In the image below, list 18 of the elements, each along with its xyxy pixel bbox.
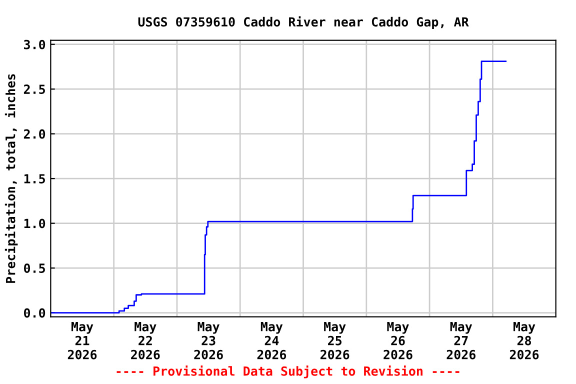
y-tick-label: 2.5: [24, 84, 45, 94]
y-tick-label: 1.5: [24, 174, 45, 184]
y-tick-label: 0.5: [24, 264, 45, 273]
y-tick-label: 3.0: [24, 40, 46, 50]
x-tick-label: May 28 2026: [510, 322, 539, 360]
x-tick-label: May 27 2026: [446, 322, 476, 360]
y-tick-label: 1.0: [24, 218, 46, 228]
text: ---- Provisional Data Subject to Revision ----: [116, 365, 460, 378]
y-tick-label: 2.0: [24, 129, 46, 139]
x-tick-label: May 26 2026: [384, 322, 412, 360]
x-tick-label: May 23 2026: [194, 322, 223, 360]
x-tick-label: May 24 2026: [257, 322, 286, 360]
y-tick-label: 0.0: [24, 308, 46, 318]
chart-title: USGS 07359610 Caddo River near Caddo Gap, AR: [138, 16, 469, 30]
y-axis-title: Precipitation, total, inches: [4, 74, 18, 283]
x-tick-label: May 22 2026: [131, 322, 160, 360]
x-tick-label: May 21 2026: [68, 322, 97, 360]
x-tick-label: May 25 2026: [320, 322, 350, 360]
